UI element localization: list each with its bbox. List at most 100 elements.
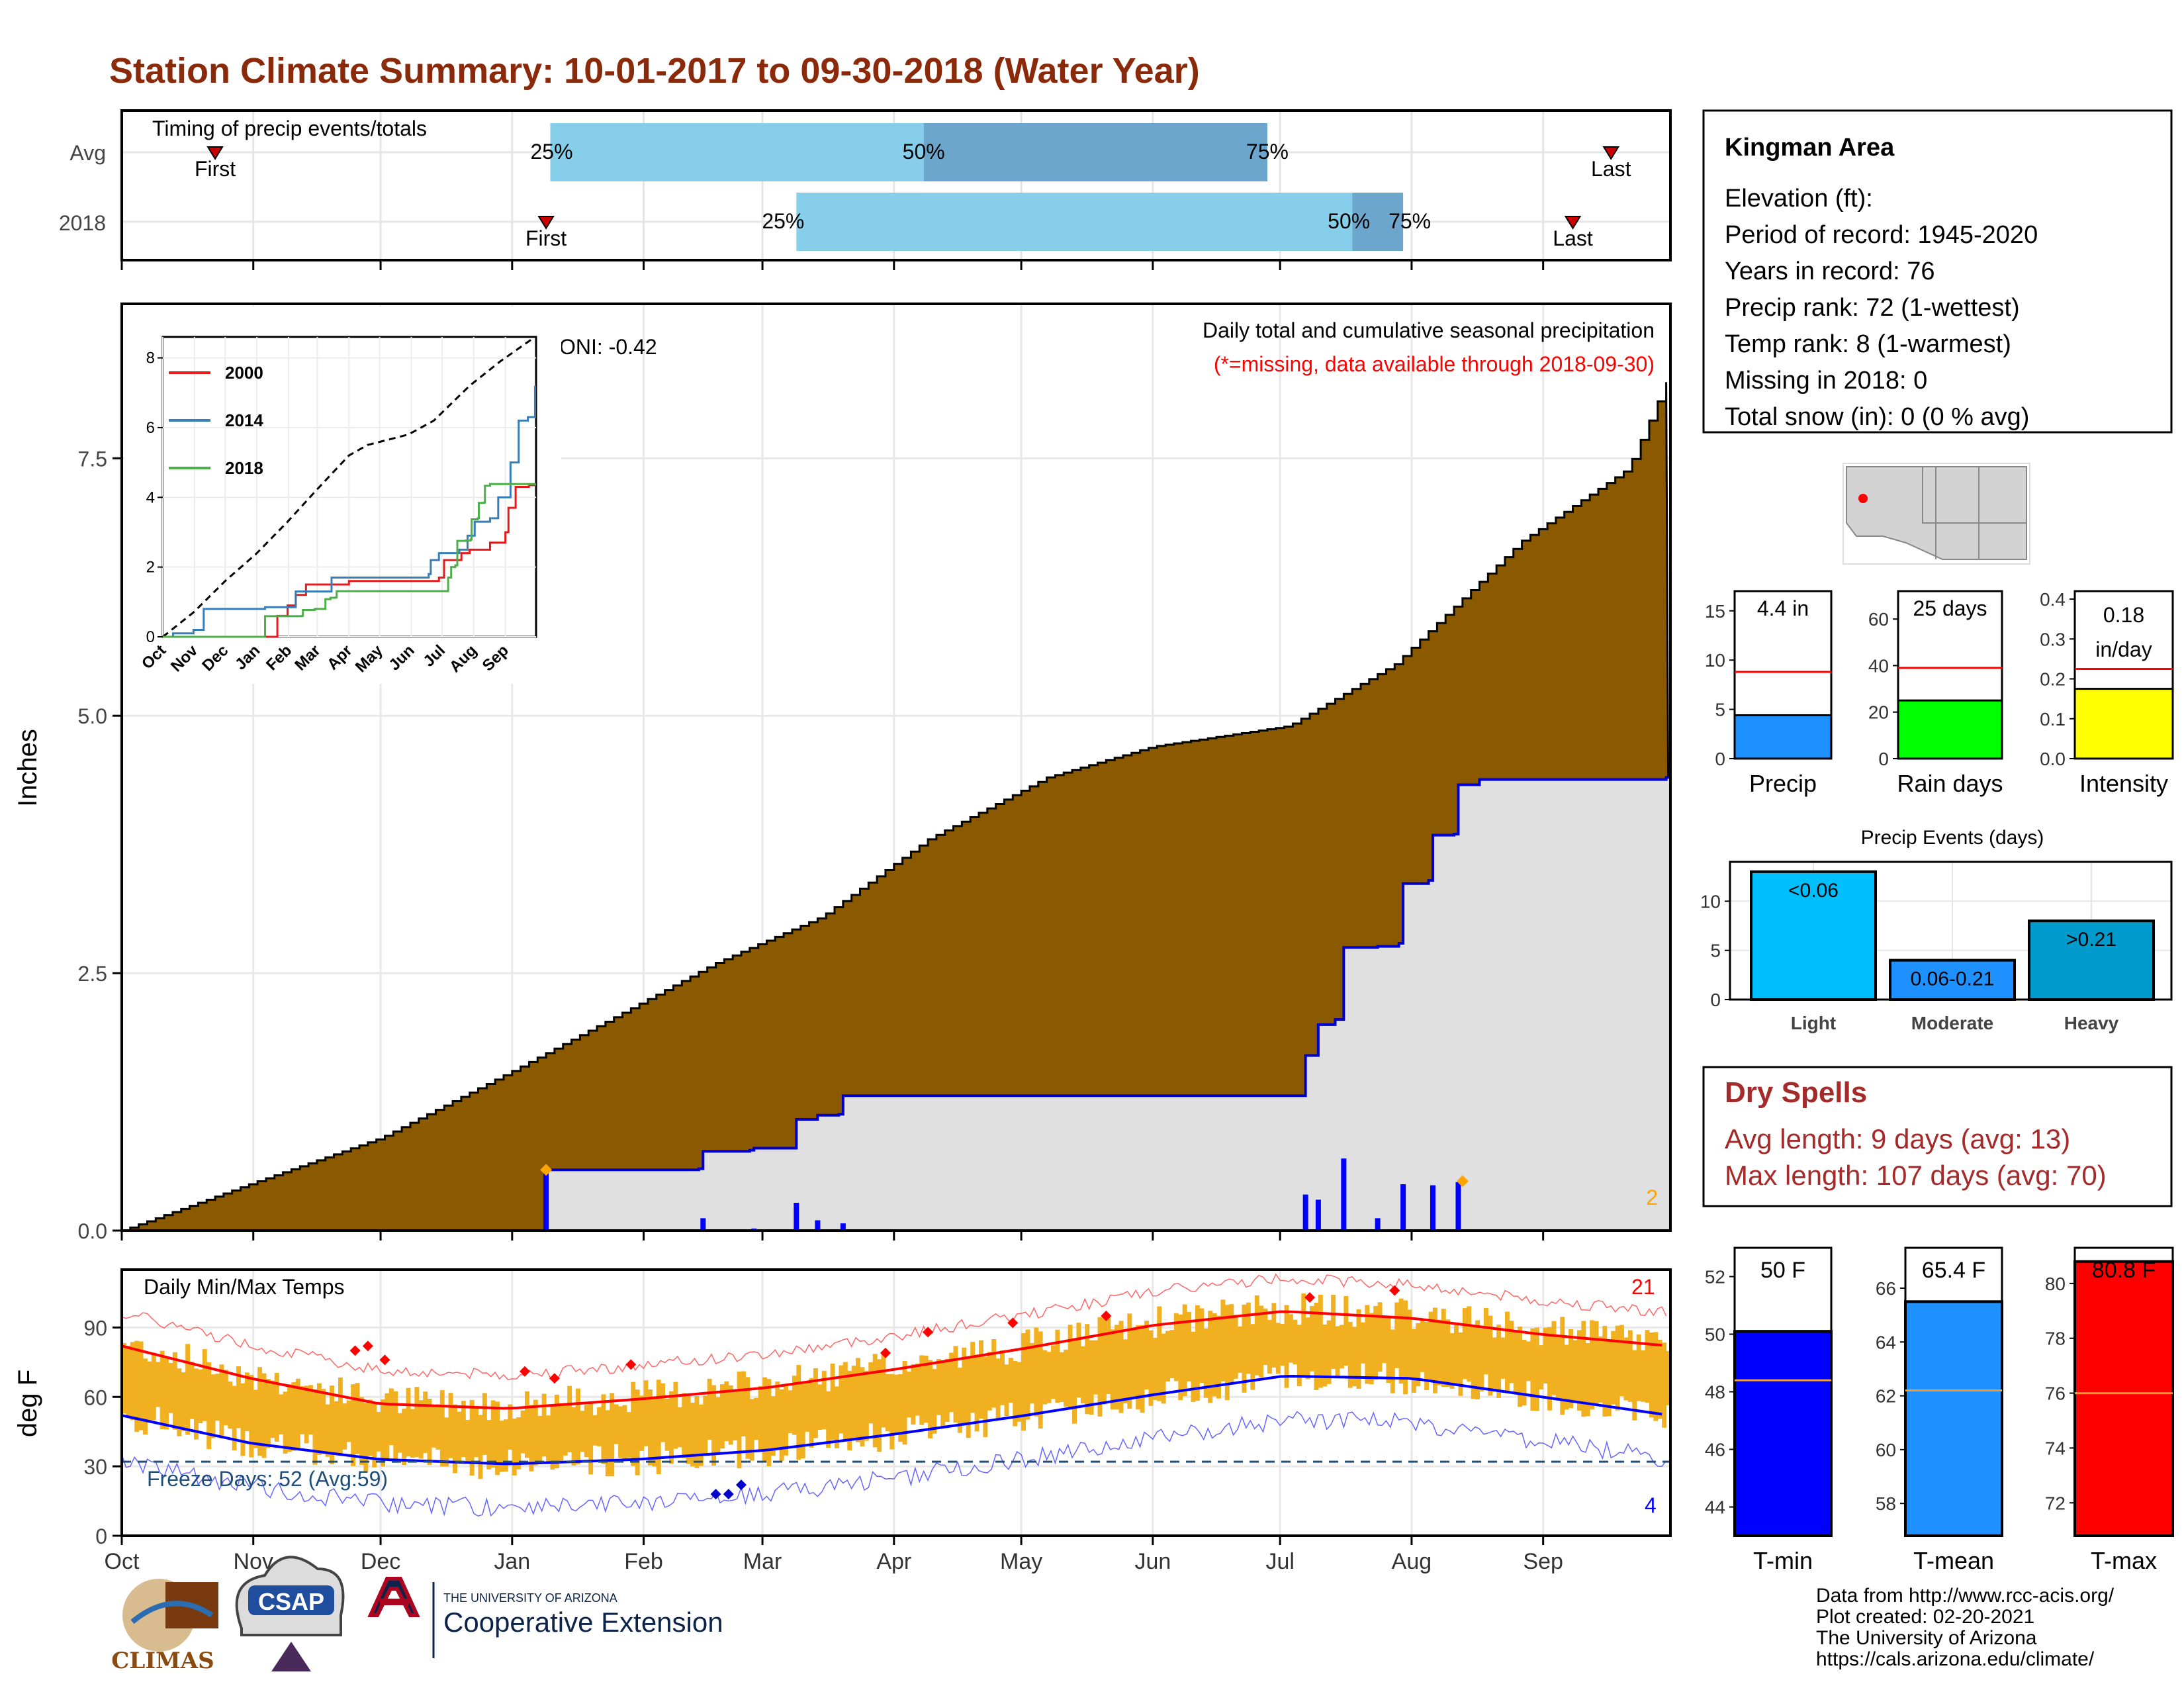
temp-range-bar (1284, 1305, 1289, 1388)
temp-range-bar (1271, 1303, 1277, 1368)
temp-range-bar (1361, 1322, 1365, 1364)
temp-range-bar (240, 1383, 246, 1456)
temp-range-bar (690, 1402, 695, 1467)
temp-range-bar (1496, 1325, 1502, 1398)
temp-range-bar (177, 1368, 182, 1436)
temp-range-bar (1004, 1364, 1009, 1416)
temp-range-bar (1076, 1323, 1081, 1398)
temp-range-bar (1335, 1326, 1340, 1378)
temp-range-bar (1017, 1362, 1022, 1422)
temp-range-bar (953, 1346, 958, 1423)
inset-avg-line (162, 336, 536, 638)
temp-range-bar (995, 1358, 1001, 1420)
daily-precip-bar (1315, 1199, 1321, 1231)
temp-range-bar (1165, 1331, 1171, 1382)
csap-logo: CSAP (235, 1556, 345, 1671)
missing-marker-icon (540, 1164, 553, 1176)
temp-range-bars (122, 1293, 1671, 1479)
temp-range-bar (1343, 1295, 1349, 1366)
missing-count: 2 (1646, 1186, 1658, 1209)
temp-range-bar (193, 1368, 199, 1440)
temp-range-bar (486, 1420, 492, 1470)
temp-range-bar (1526, 1341, 1531, 1382)
temp-range-bar (478, 1415, 483, 1479)
temp-range-bar (817, 1384, 823, 1430)
temp-range-bar (1428, 1311, 1433, 1381)
temp-range-bar (1649, 1333, 1654, 1418)
timing-p50-label: 50% (1328, 209, 1370, 233)
precip-ytick-label: 0.0 (78, 1219, 107, 1243)
record-low-marker-icon (710, 1489, 721, 1500)
daily-precip-bar (1430, 1185, 1435, 1231)
mini-bar-tick-label: 0 (1878, 749, 1889, 769)
temp-range-bar (1072, 1339, 1077, 1424)
temp-range-bar (1611, 1331, 1616, 1405)
temp-range-bar (571, 1407, 576, 1466)
temp-range-bar (219, 1364, 224, 1438)
month-label: Mar (743, 1549, 782, 1574)
temp-range-bar (970, 1342, 976, 1413)
month-label: Jul (1265, 1549, 1294, 1574)
timing-bar-50-75 (1352, 193, 1404, 251)
climas-logo: CLIMAS (111, 1579, 218, 1674)
temp-range-bar (1068, 1325, 1073, 1410)
mini-bar-value-label: 4.4 in (1757, 596, 1809, 620)
temp-range-bar (1250, 1324, 1255, 1390)
temp-range-bar (1471, 1325, 1476, 1399)
dry-spells-max: Max length: 107 days (avg: 70) (1725, 1160, 2107, 1191)
temp-range-bar (872, 1354, 878, 1448)
temp-range-bar (334, 1401, 339, 1453)
record-high-marker-icon (1007, 1317, 1019, 1329)
temp-range-bar (1645, 1330, 1650, 1403)
temp-range-bar (1547, 1327, 1552, 1411)
daily-precip-bar (840, 1223, 846, 1231)
temp-range-bar (316, 1383, 322, 1456)
mini-bar-tick-label: 0.0 (2040, 749, 2066, 769)
temp-range-bar (647, 1389, 653, 1466)
temp-range-bar (1310, 1305, 1314, 1372)
record-low-line (121, 1411, 1667, 1517)
temp-range-bar (1636, 1334, 1641, 1401)
ua-small-text: THE UNIVERSITY OF ARIZONA (443, 1591, 617, 1605)
temp-range-bar (1301, 1293, 1306, 1376)
last-marker-icon (1602, 146, 1620, 160)
temp-range-bar (418, 1400, 424, 1459)
timing-panel: 25% 50% 75% First Last 25% 50% 75% First Last Tim… (59, 109, 1672, 270)
record-low-marker-icon (723, 1489, 734, 1500)
temp-range-bar (1101, 1315, 1107, 1405)
temp-range-bar (1085, 1324, 1090, 1415)
temp-range-bar (1390, 1329, 1395, 1393)
temp-range-bar (1097, 1317, 1103, 1417)
temp-range-bar (1089, 1340, 1094, 1415)
credit-url: https://cals.arizona.edu/climate/ (1816, 1648, 2095, 1670)
temp-range-bar (397, 1413, 402, 1453)
temp-range-bar (944, 1358, 950, 1422)
temp-range-bar (198, 1369, 203, 1423)
temp-bar-charts: 44 46 48 50 52 50 F T-min 58 60 62 64 66 65.4 F T-mea… (1705, 1246, 2174, 1574)
inset-ytick-label: 2 (146, 559, 155, 577)
month-label: Aug (1392, 1549, 1432, 1574)
temp-range-bar (143, 1358, 148, 1435)
temp-range-bar (1254, 1295, 1259, 1376)
temp-range-bar (1161, 1333, 1166, 1404)
mini-bar-value-unit: in/day (2095, 637, 2152, 661)
temp-range-bar (928, 1360, 933, 1438)
month-axis: Oct Nov Dec Jan Feb Mar Apr May Jun Jul Aug Sep (105, 1536, 1563, 1574)
temp-range-bar (835, 1386, 839, 1448)
cum-precip-area (122, 776, 1672, 1232)
temp-range-bar (643, 1380, 649, 1446)
events-tick-label: 0 (1710, 990, 1721, 1010)
mini-bar-tick-label: 5 (1715, 700, 1725, 720)
temp-range-bar (1590, 1320, 1595, 1410)
temp-bar-label: T-max (2091, 1547, 2157, 1574)
temp-range-bar (805, 1381, 810, 1432)
temp-range-bar (330, 1385, 335, 1465)
temp-range-bar (1564, 1344, 1569, 1410)
mini-bar-label: Precip (1749, 770, 1817, 797)
record-low-marker-icon (736, 1479, 747, 1491)
temp-range-bar (206, 1362, 212, 1450)
temp-range-bar (652, 1398, 657, 1467)
dry-spells-box: Dry Spells Avg length: 9 days (avg: 13) … (1702, 1066, 2173, 1207)
temp-range-bar (159, 1350, 165, 1429)
record-high-marker-icon (520, 1366, 531, 1377)
